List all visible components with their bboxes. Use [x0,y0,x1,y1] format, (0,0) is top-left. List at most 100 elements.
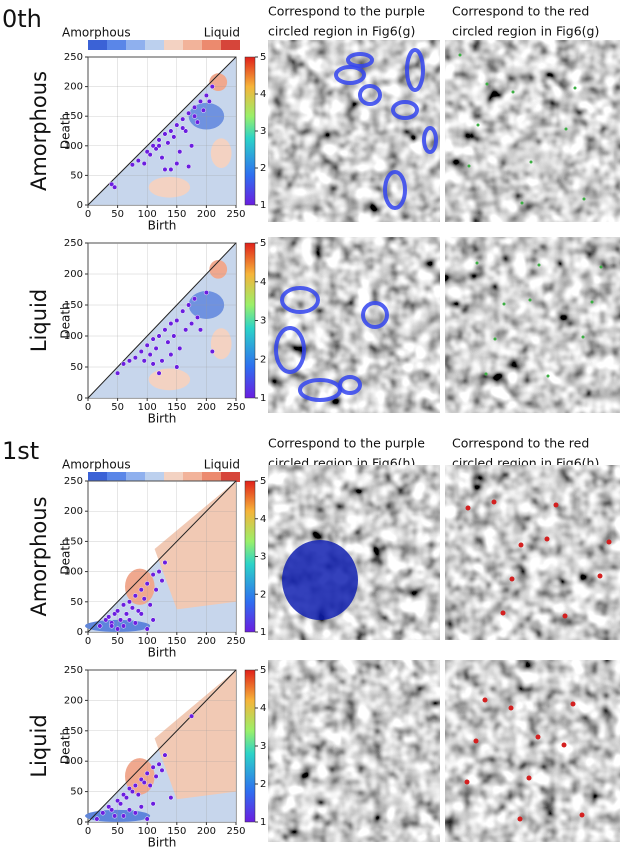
point [203,92,209,99]
point [118,617,124,623]
y-tick-label: 50 [70,597,83,608]
point [162,166,168,173]
point [120,361,127,367]
highlight-point [562,613,568,619]
x-axis-label: Birth [148,836,177,847]
y-tick-label: 150 [64,726,83,737]
y-axis-label: Death [59,728,73,764]
highlight-point [597,573,603,579]
y-tick-label: 150 [64,111,83,122]
point [129,162,135,168]
x-axis-label: Birth [148,646,177,660]
highlight-point [573,86,577,90]
point [132,593,138,599]
y-tick-label: 100 [64,331,83,342]
point [123,795,130,801]
point [186,110,192,116]
legend-segment [145,40,164,50]
y-tick-label: 200 [64,506,83,517]
colorbar-tick-label: 3 [260,741,266,752]
highlight-point [467,164,471,168]
highlight-point [502,302,506,306]
highlight-point [529,160,533,164]
micrograph [445,237,620,413]
point [153,587,159,593]
x-axis-label: Birth [148,412,177,426]
point [177,149,183,155]
legend-segment [221,472,240,482]
highlight-point [476,123,480,127]
highlight-point [518,542,524,548]
highlight-point [493,337,497,341]
highlight-point [491,499,497,505]
section-label: 0th [2,5,42,33]
y-tick-label: 250 [64,238,83,249]
point [109,623,115,629]
point [168,166,174,173]
legend-label: Liquid [204,458,240,472]
point [174,122,180,128]
colorbar-tick-label: 1 [260,627,266,638]
point [162,752,168,758]
y-tick-label: 150 [64,300,83,311]
point [135,792,141,798]
highlight-point [465,505,471,511]
point [150,801,156,807]
point [138,587,144,593]
x-tick-label: 200 [197,402,216,413]
colorbar [244,669,256,823]
x-tick-label: 0 [85,636,91,647]
colorbar-tick-label: 1 [260,200,266,211]
highlight-point [485,82,489,86]
point [123,611,130,617]
point [180,308,186,314]
legend-segment [164,472,183,482]
image-header: circled region in Fig6(g) [268,24,415,39]
x-tick-label: 200 [197,636,216,647]
contour-region [210,138,232,168]
image-header: Correspond to the red [452,436,589,451]
point [132,620,138,626]
point [132,355,138,361]
y-tick-label: 0 [77,393,83,404]
y-tick-label: 0 [77,200,83,211]
x-tick-label: 150 [167,402,186,413]
point [156,137,162,143]
highlight-region [361,301,389,329]
point [192,104,198,110]
highlight-point [464,779,470,785]
x-axis-label: Birth [148,219,177,233]
legend-label: Amorphous [62,458,131,472]
point [147,782,153,789]
legend-segment [126,40,145,50]
point [156,569,162,575]
point [147,602,153,608]
point [112,813,118,819]
y-tick-label: 100 [64,756,83,767]
colorbar-tick-label: 5 [260,476,266,487]
point [165,140,171,146]
contour-region [148,368,191,391]
point [156,143,162,149]
point [203,290,209,296]
micrograph [445,40,620,222]
y-tick-label: 50 [70,362,83,373]
point [115,608,121,614]
point [183,128,189,134]
point [156,333,162,339]
point [168,795,174,801]
colorbar-tick-label: 2 [260,354,266,365]
point [109,807,115,813]
point [189,321,195,327]
x-tick-label: 200 [197,826,216,837]
point [144,581,150,587]
y-tick-label: 200 [64,269,83,280]
colorbar-tick-label: 3 [260,316,266,327]
y-tick-label: 200 [64,82,83,93]
highlight-region [383,170,407,210]
legend-segment [164,40,183,50]
point [106,804,112,810]
point [141,779,147,786]
highlight-point [500,610,506,616]
